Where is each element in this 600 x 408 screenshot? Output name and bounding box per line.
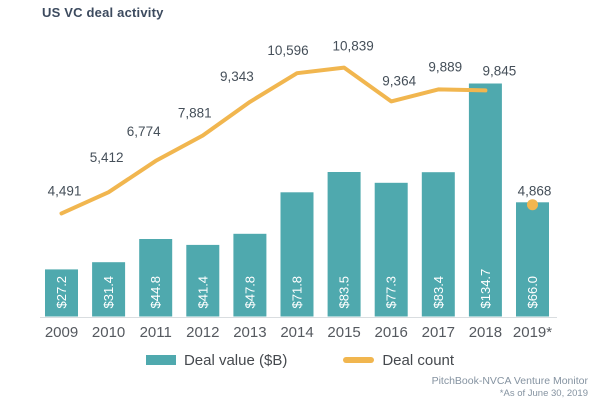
deal-count-swatch-icon bbox=[343, 357, 375, 363]
deal-value-swatch-icon bbox=[145, 355, 176, 365]
bar-2015 bbox=[327, 172, 361, 317]
bar-2012 bbox=[186, 244, 220, 317]
bar-2011 bbox=[139, 239, 173, 317]
bar-value-label-2009: $27.2 bbox=[54, 276, 69, 309]
bar-value-label-2019*: $66.0 bbox=[525, 276, 540, 309]
bar-value-label-2013: $47.8 bbox=[242, 276, 257, 309]
deal-count-dot-2019 bbox=[527, 199, 538, 211]
bar-2014 bbox=[280, 192, 314, 317]
bar-value-label-2011: $44.8 bbox=[148, 276, 163, 309]
count-label-2017: 9,889 bbox=[428, 59, 462, 74]
x-tick-2011: 2011 bbox=[140, 324, 172, 341]
bar-2018 bbox=[468, 83, 502, 317]
count-label-2010: 5,412 bbox=[90, 150, 124, 165]
count-label-2011: 6,774 bbox=[127, 124, 161, 139]
bar-value-label-2018: $134.7 bbox=[478, 269, 493, 309]
source-line-2: *As of June 30, 2019 bbox=[499, 388, 588, 399]
x-tick-2017: 2017 bbox=[422, 324, 455, 341]
legend-item-deal-count: Deal count bbox=[343, 352, 454, 369]
x-tick-2015: 2015 bbox=[327, 324, 360, 341]
bar-value-label-2016: $77.3 bbox=[384, 276, 399, 309]
bar-value-label-2017: $83.4 bbox=[431, 276, 446, 309]
x-tick-2019*: 2019* bbox=[513, 324, 552, 341]
legend-item-deal-value: Deal value ($B) bbox=[145, 351, 288, 369]
bar-value-label-2015: $83.5 bbox=[337, 276, 352, 309]
bar-2010 bbox=[92, 262, 126, 317]
legend-label-deal-count: Deal count bbox=[382, 351, 455, 369]
count-label-2015: 10,839 bbox=[332, 39, 373, 54]
count-label-2013: 9,343 bbox=[220, 69, 254, 84]
source-attribution: PitchBook-NVCA Venture Monitor *As of Ju… bbox=[432, 375, 588, 400]
count-label-2009: 4,491 bbox=[48, 183, 82, 198]
legend-label-deal-value: Deal value ($B) bbox=[183, 351, 288, 369]
bar-2019* bbox=[516, 202, 549, 317]
bar-value-label-2010: $31.4 bbox=[101, 276, 116, 309]
page-title: US VC deal activity bbox=[42, 5, 164, 20]
count-label-2018: 9,845 bbox=[483, 63, 517, 78]
x-tick-2012: 2012 bbox=[186, 324, 219, 341]
x-tick-2016: 2016 bbox=[375, 324, 408, 341]
x-tick-2014: 2014 bbox=[280, 324, 313, 341]
x-tick-2013: 2013 bbox=[233, 324, 266, 341]
bar-value-label-2012: $41.4 bbox=[195, 276, 210, 309]
count-label-2012: 7,881 bbox=[178, 106, 212, 121]
bar-2016 bbox=[374, 182, 408, 317]
count-label-2019*: 4,868 bbox=[518, 184, 552, 199]
chart-legend: Deal value ($B) Deal count bbox=[0, 350, 600, 370]
count-label-2016: 9,364 bbox=[382, 73, 416, 88]
x-tick-2018: 2018 bbox=[469, 324, 502, 341]
bar-2013 bbox=[233, 233, 267, 317]
x-tick-2009: 2009 bbox=[45, 324, 78, 341]
count-label-2014: 10,596 bbox=[267, 43, 308, 58]
bar-2017 bbox=[421, 172, 455, 317]
bar-value-label-2014: $71.8 bbox=[290, 276, 305, 309]
deal-count-line bbox=[59, 65, 488, 216]
x-tick-2010: 2010 bbox=[92, 324, 125, 341]
source-line-1: PitchBook-NVCA Venture Monitor bbox=[431, 375, 588, 387]
bar-2009 bbox=[45, 269, 78, 317]
